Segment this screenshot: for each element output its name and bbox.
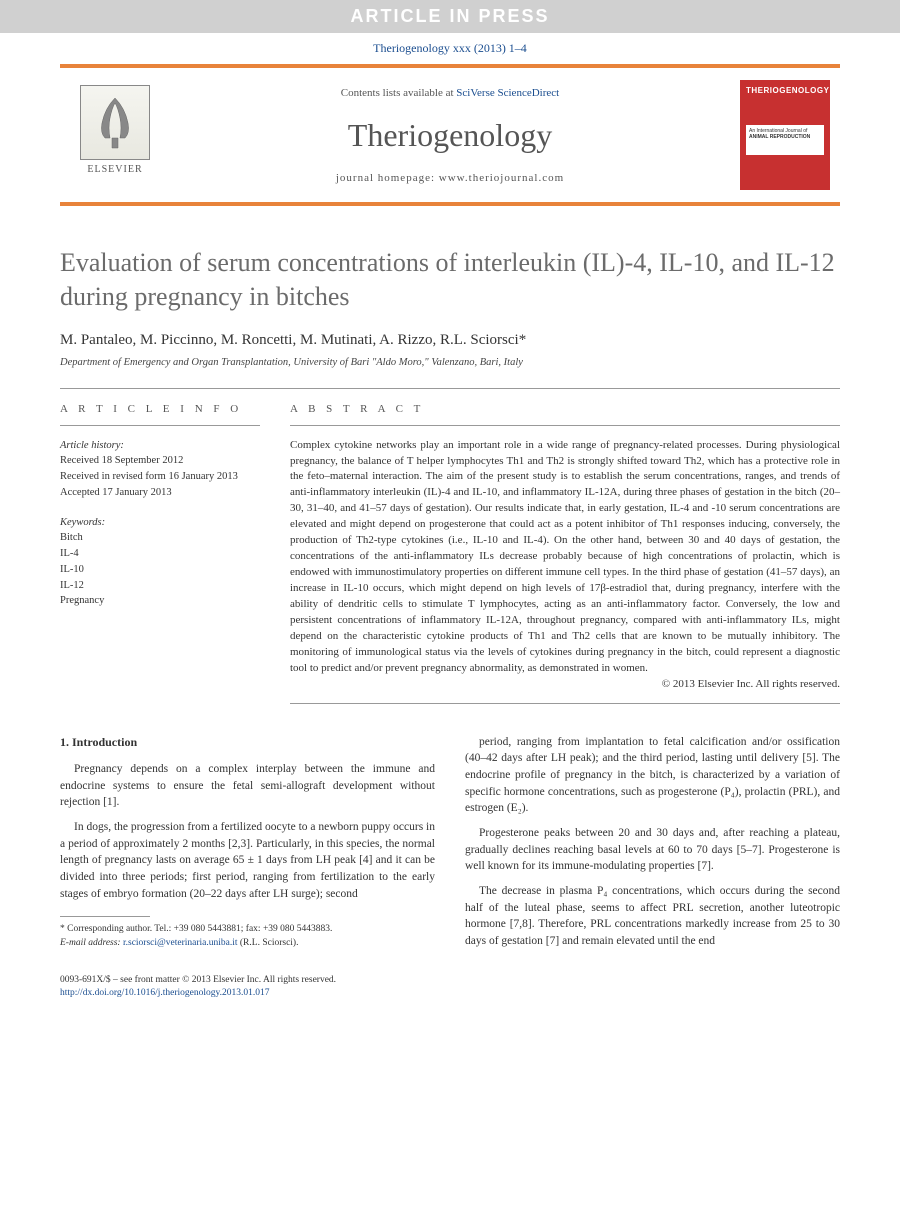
contents-available-line: Contents lists available at SciVerse Sci… [160, 87, 740, 99]
journal-name: Theriogenology [160, 117, 740, 154]
body-paragraph: In dogs, the progression from a fertiliz… [60, 819, 435, 902]
keyword-item: Pregnancy [60, 593, 260, 609]
body-paragraph: The decrease in plasma P₄ concentrations… [465, 883, 840, 950]
article-status-banner: ARTICLE IN PRESS [0, 0, 900, 33]
email-link[interactable]: r.sciorsci@veterinaria.uniba.it [123, 938, 238, 948]
history-label: Article history: [60, 438, 260, 454]
keywords-block: Keywords: Bitch IL-4 IL-10 IL-12 Pregnan… [60, 515, 260, 610]
keywords-label: Keywords: [60, 515, 260, 531]
footer-issn-line: 0093-691X/$ – see front matter © 2013 El… [60, 974, 840, 987]
footnote-rule [60, 916, 150, 917]
body-paragraph: Progesterone peaks between 20 and 30 day… [465, 825, 840, 875]
body-column-left: 1. Introduction Pregnancy depends on a c… [60, 734, 435, 958]
elsevier-tree-icon [80, 85, 150, 160]
corresponding-line: * Corresponding author. Tel.: +39 080 54… [60, 923, 435, 936]
keyword-item: Bitch [60, 530, 260, 546]
contents-prefix: Contents lists available at [341, 87, 456, 99]
section-heading-introduction: 1. Introduction [60, 734, 435, 751]
cover-sub2: ANIMAL REPRODUCTION [749, 134, 821, 140]
journal-homepage-line: journal homepage: www.theriojournal.com [160, 172, 740, 184]
journal-cover-thumbnail: THERIOGENOLOGY An International Journal … [740, 80, 830, 190]
body-paragraph: period, ranging from implantation to fet… [465, 734, 840, 817]
homepage-url[interactable]: www.theriojournal.com [439, 172, 564, 184]
abstract-copyright: © 2013 Elsevier Inc. All rights reserved… [290, 677, 840, 693]
cover-subtitle-box: An International Journal of ANIMAL REPRO… [746, 125, 824, 155]
banner-text: ARTICLE IN PRESS [350, 6, 549, 26]
citation-text: Theriogenology xxx (2013) 1–4 [373, 41, 527, 55]
citation-line: Theriogenology xxx (2013) 1–4 [0, 33, 900, 64]
meta-abstract-row: A R T I C L E I N F O Article history: R… [60, 388, 840, 704]
article-info-column: A R T I C L E I N F O Article history: R… [60, 389, 260, 704]
journal-masthead: ELSEVIER Contents lists available at Sci… [60, 64, 840, 206]
elsevier-logo: ELSEVIER [70, 85, 160, 185]
abstract-body: Complex cytokine networks play an import… [290, 438, 840, 704]
article-title: Evaluation of serum concentrations of in… [60, 246, 840, 314]
authors-line: M. Pantaleo, M. Piccinno, M. Roncetti, M… [60, 332, 840, 349]
email-line: E-mail address: r.sciorsci@veterinaria.u… [60, 937, 435, 950]
masthead-center: Contents lists available at SciVerse Sci… [160, 87, 740, 184]
abstract-column: A B S T R A C T Complex cytokine network… [290, 389, 840, 704]
abstract-heading: A B S T R A C T [290, 403, 840, 426]
homepage-prefix: journal homepage: [336, 172, 439, 184]
keyword-item: IL-4 [60, 546, 260, 562]
email-label: E-mail address: [60, 938, 123, 948]
body-paragraph: Pregnancy depends on a complex interplay… [60, 761, 435, 811]
affiliation-line: Department of Emergency and Organ Transp… [60, 357, 840, 368]
sciencedirect-link[interactable]: SciVerse ScienceDirect [456, 87, 559, 99]
keyword-item: IL-12 [60, 578, 260, 594]
body-column-right: period, ranging from implantation to fet… [465, 734, 840, 958]
article-info-heading: A R T I C L E I N F O [60, 403, 260, 426]
cover-title: THERIOGENOLOGY [746, 86, 824, 95]
history-received: Received 18 September 2012 [60, 453, 260, 469]
history-revised: Received in revised form 16 January 2013 [60, 469, 260, 485]
article-history-block: Article history: Received 18 September 2… [60, 438, 260, 501]
corresponding-author-footnote: * Corresponding author. Tel.: +39 080 54… [60, 923, 435, 950]
email-suffix: (R.L. Sciorsci). [238, 938, 299, 948]
footer-doi-link[interactable]: http://dx.doi.org/10.1016/j.theriogenolo… [60, 988, 270, 998]
keyword-item: IL-10 [60, 562, 260, 578]
footer-block: 0093-691X/$ – see front matter © 2013 El… [60, 974, 840, 1001]
article-body-columns: 1. Introduction Pregnancy depends on a c… [60, 734, 840, 958]
abstract-text: Complex cytokine networks play an import… [290, 439, 840, 674]
elsevier-label: ELSEVIER [87, 164, 142, 175]
history-accepted: Accepted 17 January 2013 [60, 485, 260, 501]
